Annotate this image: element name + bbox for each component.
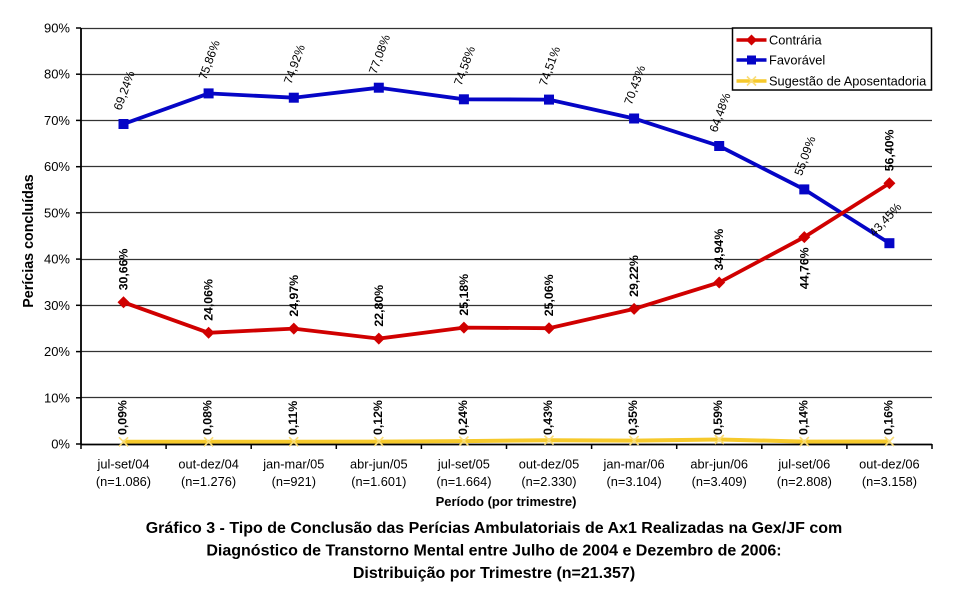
svg-text:Período (por trimestre): Período (por trimestre): [436, 494, 577, 509]
svg-text:22,80%: 22,80%: [372, 285, 386, 327]
svg-text:(n=1.276): (n=1.276): [181, 474, 236, 489]
svg-text:30%: 30%: [44, 298, 70, 313]
svg-text:70%: 70%: [44, 113, 70, 128]
svg-text:out-dez/05: out-dez/05: [519, 457, 579, 472]
svg-text:(n=3.158): (n=3.158): [862, 474, 917, 489]
svg-text:out-dez/06: out-dez/06: [859, 457, 919, 472]
svg-text:24,97%: 24,97%: [287, 275, 301, 317]
svg-text:abr-jun/05: abr-jun/05: [350, 457, 408, 472]
svg-text:0,59%: 0,59%: [711, 400, 725, 435]
svg-text:90%: 90%: [44, 21, 70, 36]
svg-text:(n=3.104): (n=3.104): [607, 474, 662, 489]
svg-text:34,94%: 34,94%: [712, 229, 726, 271]
svg-text:20%: 20%: [44, 344, 70, 359]
svg-text:jul-set/04: jul-set/04: [97, 457, 150, 472]
svg-text:44,76%: 44,76%: [797, 247, 811, 289]
svg-text:56,40%: 56,40%: [882, 130, 896, 172]
svg-text:0,24%: 0,24%: [456, 400, 470, 435]
svg-text:(n=1.664): (n=1.664): [436, 474, 491, 489]
svg-text:29,22%: 29,22%: [627, 255, 641, 297]
svg-text:jan-mar/06: jan-mar/06: [603, 457, 665, 472]
svg-text:0,08%: 0,08%: [201, 400, 215, 435]
svg-text:0,43%: 0,43%: [541, 400, 555, 435]
svg-text:(n=921): (n=921): [272, 474, 316, 489]
svg-text:0%: 0%: [51, 437, 70, 452]
svg-text:10%: 10%: [44, 390, 70, 405]
svg-text:25,06%: 25,06%: [542, 274, 556, 316]
svg-text:abr-jun/06: abr-jun/06: [690, 457, 748, 472]
svg-text:50%: 50%: [44, 205, 70, 220]
svg-text:0,11%: 0,11%: [286, 401, 300, 435]
svg-text:(n=2.808): (n=2.808): [777, 474, 832, 489]
svg-text:40%: 40%: [44, 252, 70, 267]
svg-text:30,66%: 30,66%: [117, 249, 131, 291]
svg-text:Diagnóstico de Transtorno Ment: Diagnóstico de Transtorno Mental entre J…: [206, 543, 781, 560]
svg-text:0,14%: 0,14%: [796, 400, 810, 435]
svg-text:(n=1.086): (n=1.086): [96, 474, 151, 489]
svg-text:Contrária: Contrária: [769, 33, 823, 48]
svg-text:out-dez/04: out-dez/04: [178, 457, 238, 472]
svg-text:Perícias concluídas: Perícias concluídas: [21, 174, 37, 308]
svg-text:25,18%: 25,18%: [457, 274, 471, 316]
svg-text:24,06%: 24,06%: [202, 279, 216, 321]
svg-text:jul-set/06: jul-set/06: [777, 457, 830, 472]
svg-text:0,35%: 0,35%: [626, 400, 640, 435]
svg-text:(n=2.330): (n=2.330): [521, 474, 576, 489]
svg-text:80%: 80%: [44, 67, 70, 82]
svg-text:(n=3.409): (n=3.409): [692, 474, 747, 489]
svg-text:0,16%: 0,16%: [881, 400, 895, 435]
svg-text:(n=1.601): (n=1.601): [351, 474, 406, 489]
svg-text:Sugestão de Aposentadoria: Sugestão de Aposentadoria: [769, 74, 927, 89]
svg-text:Distribuição por Trimestre (n=: Distribuição por Trimestre (n=21.357): [353, 565, 635, 582]
svg-text:Favorável: Favorável: [769, 53, 825, 68]
svg-text:jan-mar/05: jan-mar/05: [262, 457, 324, 472]
svg-text:60%: 60%: [44, 159, 70, 174]
svg-text:0,09%: 0,09%: [116, 400, 130, 435]
svg-text:0,12%: 0,12%: [371, 400, 385, 435]
svg-text:Gráfico 3 - Tipo de Conclusão: Gráfico 3 - Tipo de Conclusão das Períci…: [146, 520, 843, 537]
svg-text:jul-set/05: jul-set/05: [437, 457, 490, 472]
